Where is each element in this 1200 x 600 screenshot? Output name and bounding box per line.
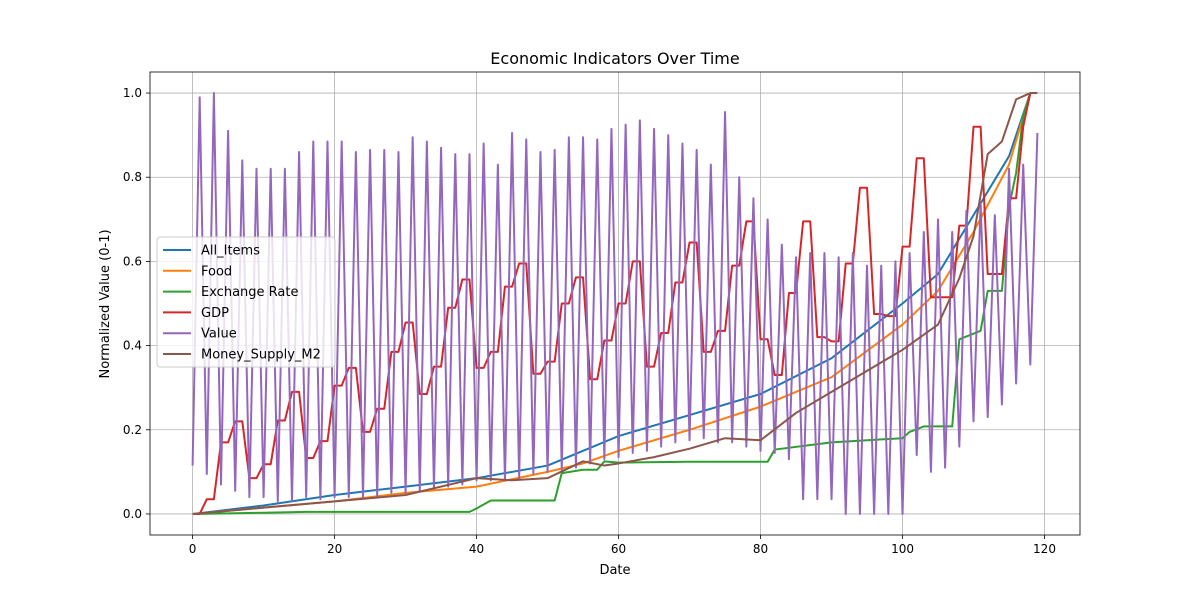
x-tick-label: 100 — [891, 542, 914, 556]
series-line-exchange-rate — [192, 92, 1032, 515]
x-axis-label: Date — [599, 563, 630, 578]
y-tick-label: 0.8 — [123, 170, 142, 184]
y-tick-label: 0.2 — [123, 423, 142, 437]
x-tick-label: 120 — [1033, 542, 1056, 556]
y-tick-label: 1.0 — [123, 86, 142, 100]
legend: All_Items Food Exchange Rate GDP Value Money_… — [156, 236, 336, 368]
legend-box — [156, 236, 336, 368]
y-tick-label: 0.6 — [123, 254, 142, 268]
series-group — [191, 92, 1039, 515]
x-tick-label: 0 — [189, 542, 197, 556]
chart-title: Economic Indicators Over Time — [490, 49, 739, 68]
x-tick-label: 80 — [753, 542, 768, 556]
x-tick-label: 40 — [469, 542, 484, 556]
legend-label-food: Food — [201, 264, 232, 279]
legend-label-money-supply-m2: Money_Supply_M2 — [201, 348, 321, 363]
y-tick-label: 0.4 — [123, 339, 142, 353]
legend-label-value: Value — [201, 327, 237, 342]
plot-frame — [149, 71, 1081, 536]
ticks: 0 20 40 60 80 100 120 0.0 0.2 0.4 0.6 0.8 1.0 — [123, 86, 1056, 556]
x-tick-label: 20 — [327, 542, 342, 556]
series-line-all-items — [192, 92, 1032, 515]
legend-label-all-items: All_Items — [201, 244, 260, 259]
legend-label-gdp: GDP — [201, 306, 229, 321]
legend-label-exchange-rate: Exchange Rate — [201, 285, 298, 300]
y-tick-label: 0.0 — [123, 507, 142, 521]
y-axis-label: Normalized Value (0-1) — [98, 229, 113, 378]
series-line-value — [191, 92, 1039, 515]
x-tick-label: 60 — [611, 542, 626, 556]
series-line-money-supply-m2 — [192, 92, 1038, 515]
